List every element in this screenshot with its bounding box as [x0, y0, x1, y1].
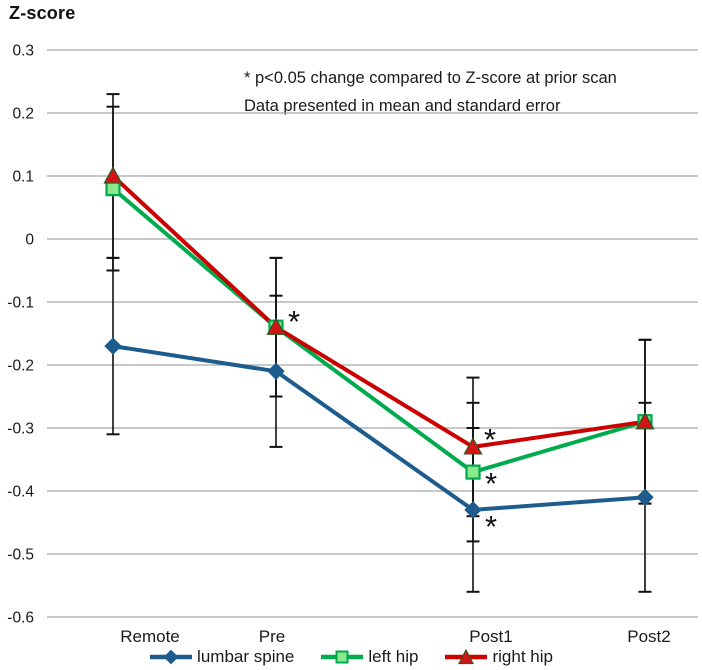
y-tick-label: 0.2: [12, 106, 34, 123]
annotation-block: * p<0.05 change compared to Z-score at p…: [244, 64, 617, 120]
y-tick-label: 0: [25, 232, 34, 249]
marker-diamond-lumbar-spine: [464, 501, 482, 519]
series-line-lumbar-spine: [111, 344, 647, 512]
legend-label-right-hip: right hip: [492, 647, 553, 666]
marker-triangle-right-hip: [103, 166, 123, 184]
significance-asterisk: *: [485, 509, 497, 544]
y-tick-label: 0.1: [12, 169, 34, 186]
y-tick-label: -0.4: [7, 484, 34, 501]
y-tick-label: -0.1: [7, 295, 34, 312]
marker-diamond-lumbar-spine: [636, 488, 654, 507]
legend-item-right-hip: right hip: [444, 647, 553, 667]
legend: lumbar spine left hip right hip: [0, 644, 702, 670]
significance-asterisk: *: [484, 422, 496, 457]
series-line-right-hip: [111, 174, 647, 449]
y-tick-label: -0.3: [7, 421, 34, 438]
y-tick-label: 0.3: [12, 43, 34, 60]
marker-square-left-hip: [105, 181, 121, 197]
marker-diamond-lumbar-spine: [104, 337, 122, 355]
y-tick-label: -0.5: [7, 547, 34, 564]
significance-asterisk: *: [288, 304, 300, 339]
legend-item-left-hip: left hip: [320, 647, 418, 667]
annotation-significance-note: * p<0.05 change compared to Z-score at p…: [244, 69, 617, 87]
legend-label-lumbar-spine: lumbar spine: [197, 647, 295, 666]
legend-square-swatch-icon: [321, 650, 364, 664]
marker-triangle-right-hip: [463, 437, 483, 455]
x-tick-label-remote: Remote: [120, 627, 180, 644]
annotation-data-note: Data presented in mean and standard erro…: [244, 97, 561, 115]
marker-diamond-lumbar-spine: [267, 362, 285, 381]
y-tick-label: -0.2: [7, 358, 34, 375]
marker-triangle-right-hip: [266, 317, 286, 335]
chart-title: Z-score: [9, 3, 76, 23]
legend-diamond-swatch-icon: [150, 649, 193, 665]
legend-triangle-swatch-icon: [445, 648, 488, 665]
x-tick-label-pre: Pre: [259, 627, 285, 644]
y-tick-label: -0.6: [7, 610, 34, 627]
legend-item-lumbar-spine: lumbar spine: [149, 647, 294, 667]
marker-triangle-right-hip: [635, 411, 655, 430]
legend-label-left-hip: left hip: [368, 647, 419, 666]
x-tick-label-post1: Post1: [469, 627, 512, 644]
significance-asterisk: *: [485, 466, 497, 501]
marker-square-left-hip: [465, 464, 481, 480]
x-tick-label-post2: Post2: [627, 627, 670, 644]
series-line-left-hip: [111, 186, 647, 475]
chart-canvas: 0.3 0.2 0.1 0 -0.1 -0.2 -0.3 -0.4 -0.5 -0.6 * * * * Re…: [7, 43, 698, 644]
